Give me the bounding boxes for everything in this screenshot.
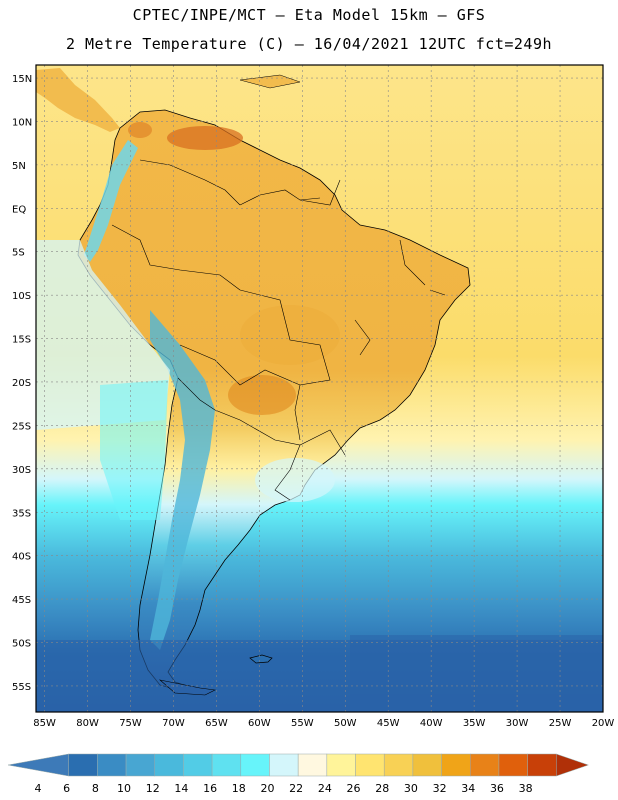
lon-tick-label: 40W — [420, 718, 443, 729]
lat-tick-label: EQ — [12, 204, 26, 215]
colorbar-level-label: 28 — [375, 782, 389, 795]
colorbar-cell — [97, 753, 127, 777]
colorbar-level-label: 14 — [174, 782, 188, 795]
cool-region-uruguay — [255, 458, 335, 502]
lat-tick-label: 5N — [12, 161, 26, 172]
colorbar-cell — [470, 753, 500, 777]
colorbar-level-label: 8 — [92, 782, 99, 795]
lat-tick-label: 15N — [12, 74, 32, 85]
colorbar-cell — [269, 753, 299, 777]
colorbar-cell — [383, 753, 414, 777]
colorbar-arrow-high — [556, 753, 590, 777]
lat-tick-label: 15S — [12, 335, 31, 346]
colorbar-level-label: 10 — [117, 782, 131, 795]
colorbar-cell — [355, 753, 385, 777]
colorbar-level-label: 6 — [63, 782, 70, 795]
colorbar: 4 6 8 10 12 14 16 18 20 22 24 26 28 30 32 34 36 38 — [7, 753, 590, 795]
lon-tick-label: 25W — [549, 718, 572, 729]
colorbar-arrow-low — [7, 753, 69, 777]
plot-frame — [35, 64, 604, 713]
southern-ocean-cold-east — [350, 635, 603, 712]
andes-cold-ridge — [84, 140, 138, 262]
colorbar-level-label: 12 — [146, 782, 160, 795]
lat-tick-label: 50S — [12, 639, 31, 650]
colorbar-level-label: 18 — [232, 782, 246, 795]
colorbar-level-label: 34 — [461, 782, 475, 795]
lon-tick-label: 80W — [76, 718, 99, 729]
lat-tick-label: 5S — [12, 248, 25, 259]
lat-tick-label: 55S — [12, 682, 31, 693]
country-borders — [111, 159, 446, 501]
lon-tick-label: 65W — [205, 718, 228, 729]
lat-tick-label: 45S — [12, 595, 31, 606]
colorbar-cell — [211, 753, 242, 777]
warm-region-central-brazil — [240, 305, 340, 365]
lon-tick-label: 75W — [119, 718, 142, 729]
colorbar-cell — [412, 753, 442, 777]
lat-tick-label: 40S — [12, 552, 31, 563]
colorbar-cell — [527, 753, 557, 777]
colorbar-level-label: 20 — [260, 782, 274, 795]
chart-title-line1: CPTEC/INPE/MCT – Eta Model 15km – GFS — [132, 6, 486, 24]
lat-tick-label: 25S — [12, 421, 31, 432]
lat-tick-label: 20S — [12, 378, 31, 389]
hot-region-venezuela — [167, 126, 243, 150]
lon-tick-label: 70W — [162, 718, 185, 729]
colorbar-level-label: 26 — [347, 782, 361, 795]
lat-tick-label: 35S — [12, 508, 31, 519]
colorbar-level-label: 4 — [35, 782, 42, 795]
colorbar-cell — [240, 753, 270, 777]
pacific-cold-upwelling — [100, 380, 168, 520]
colorbar-cell — [297, 753, 328, 777]
colorbar-level-label: 30 — [404, 782, 418, 795]
lat-tick-label: 10N — [12, 117, 32, 128]
colorbar-cell — [154, 753, 184, 777]
lat-tick-label: 10S — [12, 291, 31, 302]
hot-region-chaco — [228, 375, 296, 415]
lat-tick-label: 30S — [12, 465, 31, 476]
colorbar-level-label: 32 — [433, 782, 447, 795]
colorbar-level-label: 38 — [519, 782, 533, 795]
lon-tick-label: 50W — [334, 718, 357, 729]
lon-tick-label: 30W — [506, 718, 529, 729]
lon-tick-label: 45W — [377, 718, 400, 729]
lon-tick-label: 55W — [291, 718, 314, 729]
caribbean-islands — [239, 74, 301, 89]
colorbar-level-label: 16 — [203, 782, 217, 795]
colorbar-cell — [125, 753, 155, 777]
colorbar-cell — [68, 753, 98, 777]
chart-title-line2: 2 Metre Temperature (C) – 16/04/2021 12U… — [65, 35, 553, 53]
lon-tick-label: 35W — [463, 718, 486, 729]
colorbar-cell — [441, 753, 471, 777]
colorbar-cell — [498, 753, 528, 777]
lon-tick-label: 20W — [592, 718, 615, 729]
andes-cold-ridge-south — [150, 310, 215, 650]
colorbar-cell — [326, 753, 356, 777]
colorbar-level-label: 24 — [318, 782, 332, 795]
lon-tick-label: 85W — [33, 718, 56, 729]
falkland-islands — [249, 654, 273, 664]
hot-region-maracaibo — [128, 122, 152, 138]
central-america-land — [36, 68, 120, 132]
temperature-map: 15N 10N 5N EQ 5S 10S 15S 20S 25S 30S 35S 40S 45S 50S 5… — [12, 64, 615, 729]
colorbar-level-label: 22 — [289, 782, 303, 795]
lon-tick-label: 60W — [248, 718, 271, 729]
colorbar-cell — [183, 753, 213, 777]
colorbar-level-label: 36 — [490, 782, 504, 795]
